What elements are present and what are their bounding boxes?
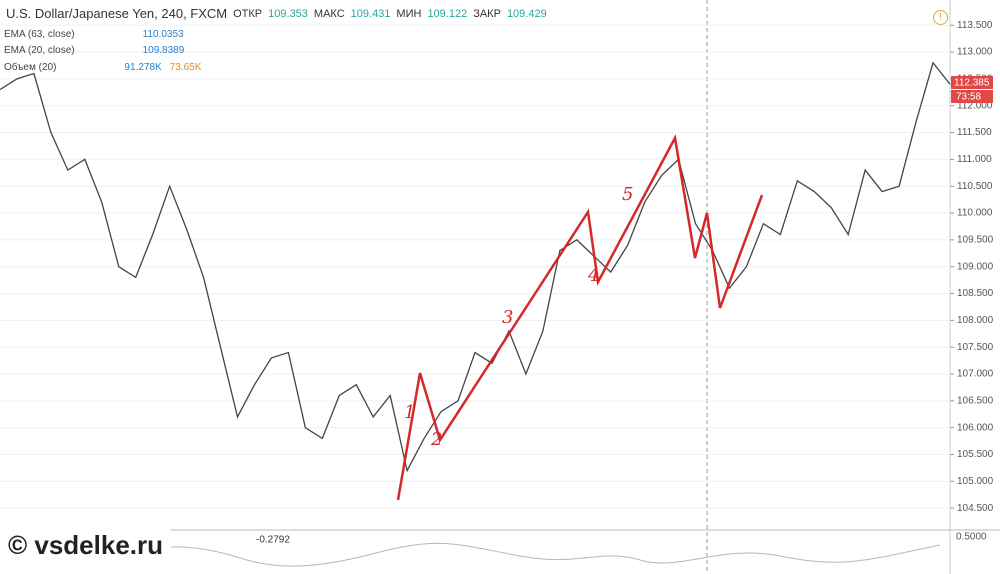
header: U.S. Dollar/Japanese Yen, 240, FXCM ОТКР… (6, 6, 547, 21)
price-line (0, 61, 951, 473)
y-tick-label: 111.500 (957, 127, 992, 138)
y-tick-label: 109.500 (957, 234, 994, 245)
chart-title: U.S. Dollar/Japanese Yen, 240, FXCM (6, 6, 228, 21)
indicator-name: EMA (63, close) (4, 29, 75, 40)
y-tick-label: 107.500 (957, 342, 994, 353)
oscillator-value: -0.2792 (256, 535, 290, 546)
ohlc-value: 109.353 (268, 7, 308, 20)
ohlc-label: ОТКР (233, 7, 263, 20)
indicator-row[interactable]: EMA (20, close) 109.8389 (4, 45, 184, 56)
y-tick-label: 104.500 (957, 503, 994, 514)
y-tick-label: 106.500 (957, 395, 994, 406)
ohlc-label: ЗАКР (473, 7, 501, 20)
y-tick-label: 113.500 (957, 20, 993, 31)
wave-drawing (396, 134, 764, 501)
price-tag (951, 76, 993, 89)
ohlc-value: 109.429 (506, 7, 547, 20)
y-tick-label: 112.000 (957, 100, 993, 111)
y-tick-label: 111.000 (957, 154, 992, 165)
y-tick-label: 108.500 (957, 288, 994, 299)
ohlc-value: 109.122 (427, 7, 468, 20)
warning-icon[interactable]: ! (933, 10, 948, 25)
wave-label: 2 (430, 429, 442, 450)
countdown-tag (951, 90, 993, 103)
watermark: © vsdelke.ru (0, 528, 172, 563)
wave-label: 5 (622, 184, 633, 205)
ohlc-value: 109.431 (350, 7, 391, 20)
y-tick-label: 106.000 (957, 422, 994, 433)
last-price: 112.385 (954, 78, 990, 89)
y-tick-label: 109.000 (957, 261, 994, 272)
indicator-row[interactable]: Объем (20) 91.278K 73.65K (4, 62, 201, 73)
indicator-name: EMA (20, close) (4, 45, 75, 56)
indicator-name: Объем (20) (4, 62, 57, 73)
y-tick-label: 108.000 (957, 315, 994, 326)
y-tick-label: 105.500 (957, 449, 994, 460)
indicator-value: 73.65K (169, 62, 202, 73)
indicator-value: 91.278K (124, 62, 162, 73)
countdown: 73:58 (956, 92, 981, 103)
wave-label: 1 (404, 402, 415, 423)
wave-label: 4 (587, 265, 599, 286)
y-tick-label: 105.000 (957, 476, 994, 487)
ohlc-label: МАКС (313, 7, 345, 20)
indicator-value: 109.8389 (142, 45, 185, 56)
wave-label: 3 (502, 307, 513, 328)
ohlc-label: МИН (396, 7, 422, 20)
y-tick-label: 113.000 (957, 47, 993, 58)
indicator-value: 110.0353 (142, 29, 184, 40)
y-tick-label: 110.000 (957, 208, 993, 219)
lower-tick: 0.5000 (956, 532, 987, 543)
indicator-row[interactable]: EMA (63, close) 110.0353 (4, 29, 184, 40)
y-tick-label: 107.000 (957, 369, 994, 380)
y-tick-label: 110.500 (957, 181, 993, 192)
